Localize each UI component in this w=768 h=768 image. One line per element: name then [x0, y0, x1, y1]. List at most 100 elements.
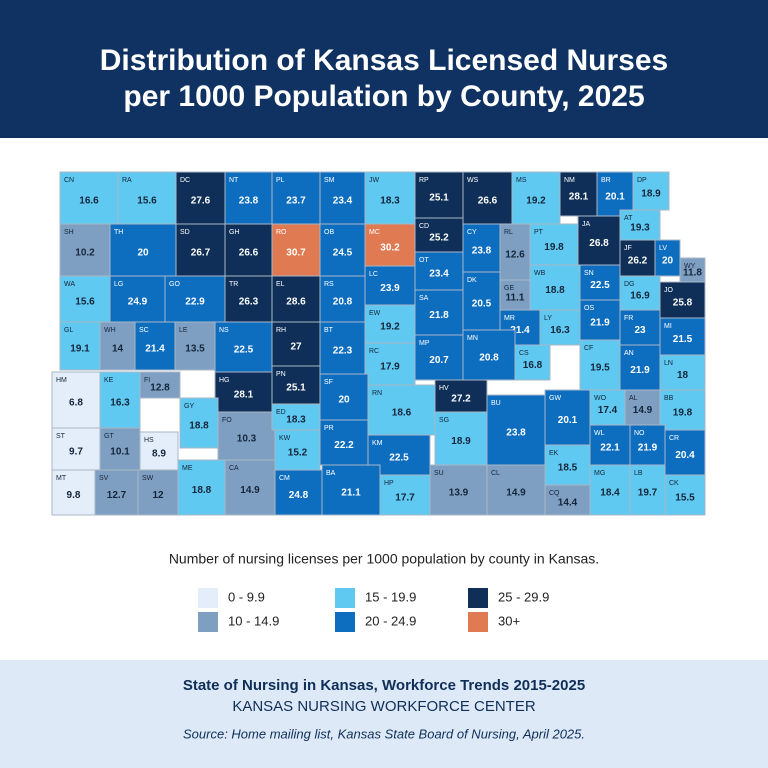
county-abbr: OB: [324, 229, 334, 236]
county: [514, 344, 551, 381]
county-value: 19.8: [673, 408, 693, 419]
county-abbr: CF: [584, 345, 593, 352]
county-abbr: MG: [594, 470, 605, 477]
county-abbr: LE: [179, 327, 188, 334]
county-value: 14.9: [633, 405, 653, 416]
county-abbr: TH: [114, 229, 123, 236]
legend-label: 30+: [498, 613, 520, 628]
county-value: 20: [338, 395, 350, 406]
county-abbr: GO: [169, 281, 180, 288]
title-line: per 1000 Population by County, 2025: [123, 80, 644, 113]
county-value: 26.6: [239, 248, 259, 259]
county-value: 20.1: [558, 415, 578, 426]
county: [619, 209, 661, 241]
county-abbr: CQ: [549, 490, 560, 497]
county: [664, 474, 706, 516]
county-value: 18.4: [600, 488, 620, 499]
county-abbr: GH: [229, 229, 240, 236]
county-abbr: SF: [324, 379, 333, 386]
county-value: 21.9: [638, 443, 658, 454]
county-abbr: ME: [182, 465, 193, 472]
county-value: 25.1: [429, 193, 449, 204]
county-abbr: RA: [122, 177, 132, 184]
county-value: 26.3: [239, 297, 259, 308]
county-abbr: NO: [634, 430, 645, 437]
county-value: 18.9: [451, 436, 471, 447]
county: [99, 427, 141, 471]
county-abbr: RH: [276, 327, 286, 334]
county-abbr: SM: [324, 177, 335, 184]
county-abbr: WS: [467, 177, 479, 184]
county-value: 9.7: [69, 447, 83, 458]
county-abbr: MS: [516, 177, 527, 184]
county: [51, 469, 96, 516]
county-value: 23.9: [380, 283, 400, 294]
county-abbr: DK: [467, 277, 477, 284]
county-abbr: ST: [56, 433, 66, 440]
county-abbr: WA: [64, 281, 75, 288]
legend-swatch: [468, 612, 488, 632]
county: [319, 275, 366, 323]
county-abbr: CM: [279, 475, 290, 482]
county-abbr: WB: [534, 270, 546, 277]
county-value: 17.7: [395, 493, 415, 504]
county-value: 19.2: [526, 196, 546, 207]
legend-label: 10 - 14.9: [228, 613, 279, 628]
county-value: 21.1: [341, 488, 361, 499]
county-abbr: JA: [582, 221, 591, 228]
county-value: 30.7: [286, 248, 306, 259]
title-line: Distribution of Kansas Licensed Nurses: [100, 44, 668, 77]
county: [589, 464, 631, 516]
county: [271, 403, 321, 431]
county-value: 18.9: [641, 189, 661, 200]
county: [619, 309, 661, 346]
county-value: 19.8: [544, 242, 564, 253]
county: [434, 379, 488, 413]
county-value: 10.3: [237, 434, 257, 445]
county-value: 22.9: [185, 297, 205, 308]
county-value: 21.4: [145, 344, 165, 355]
county: [486, 394, 546, 466]
county-abbr: SA: [419, 295, 429, 302]
county-value: 14: [112, 344, 124, 355]
county: [271, 223, 321, 277]
county-value: 24.8: [289, 490, 309, 501]
county-abbr: PR: [324, 425, 334, 432]
county: [589, 389, 626, 426]
county: [109, 223, 177, 277]
county-abbr: BU: [491, 400, 501, 407]
county-value: 21.4: [510, 325, 530, 336]
county-value: 26.8: [589, 238, 609, 249]
county-value: 12.8: [150, 383, 170, 394]
county-value: 25.1: [286, 383, 306, 394]
county: [462, 329, 516, 381]
county-value: 18.8: [189, 421, 209, 432]
county-value: 24.5: [333, 248, 353, 259]
county: [177, 459, 226, 516]
county-abbr: LV: [659, 245, 667, 252]
county-abbr: GL: [64, 327, 73, 334]
county-value: 22.3: [333, 346, 353, 357]
county: [99, 371, 141, 429]
county-value: 19.7: [638, 488, 658, 499]
legend-swatch: [468, 588, 488, 608]
county-abbr: CN: [64, 177, 74, 184]
county: [59, 223, 111, 277]
county: [117, 171, 177, 225]
county-abbr: FO: [222, 417, 232, 424]
county-value: 20.4: [675, 450, 695, 461]
county-value: 21.8: [429, 310, 449, 321]
county-abbr: HM: [56, 377, 67, 384]
county: [414, 171, 464, 219]
county-value: 26.6: [478, 196, 498, 207]
county: [462, 271, 501, 331]
county-value: 20.8: [333, 297, 353, 308]
county: [596, 171, 634, 217]
county: [321, 464, 381, 516]
county-abbr: FI: [144, 377, 150, 384]
county: [414, 289, 464, 336]
county: [414, 334, 464, 381]
legend-label: 15 - 19.9: [365, 589, 416, 604]
county: [544, 484, 591, 516]
county-abbr: DC: [180, 177, 190, 184]
